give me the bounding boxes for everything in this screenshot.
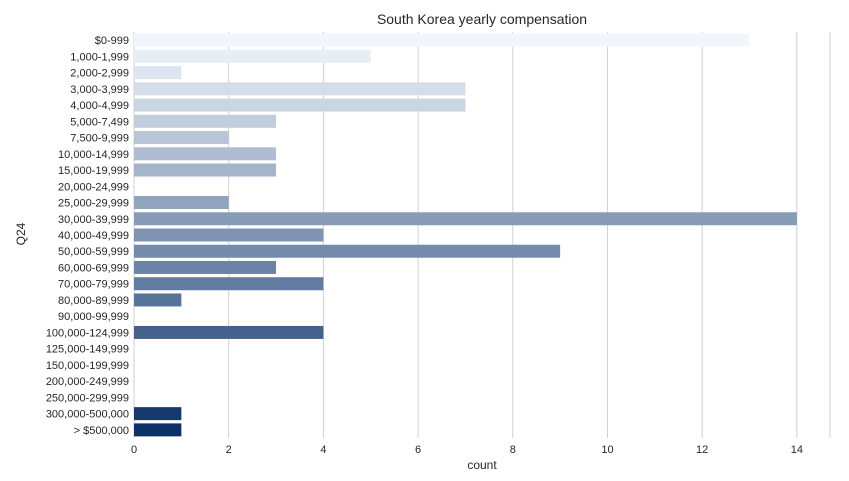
x-tick-label: 8 — [510, 444, 516, 456]
bar — [134, 147, 277, 161]
y-tick-label: 100,000-124,999 — [46, 327, 129, 339]
bar — [134, 407, 182, 421]
y-tick-label: 250,000-299,999 — [46, 392, 129, 404]
y-tick-label: > $500,000 — [74, 425, 129, 437]
x-tick-label: 4 — [320, 444, 326, 456]
y-tick-label: 90,000-99,999 — [58, 311, 129, 323]
bar — [134, 98, 466, 112]
y-axis-label: Q24 — [14, 222, 28, 245]
bar — [134, 228, 324, 242]
y-tick-label: 4,000-4,999 — [70, 100, 129, 112]
bar — [134, 163, 277, 177]
y-tick-label: 150,000-199,999 — [46, 360, 129, 372]
x-tick-label: 12 — [696, 444, 708, 456]
y-tick-label: 25,000-29,999 — [58, 198, 129, 210]
y-tick-label: 20,000-24,999 — [58, 181, 129, 193]
bar — [134, 196, 229, 210]
bar — [134, 131, 229, 145]
bars — [134, 33, 797, 437]
bar — [134, 212, 797, 226]
x-tick-label: 14 — [791, 444, 803, 456]
x-tick-label: 6 — [415, 444, 421, 456]
x-tick-label: 0 — [131, 444, 137, 456]
y-tick-label: 300,000-500,000 — [46, 409, 129, 421]
y-tick-label: 50,000-59,999 — [58, 246, 129, 258]
bar — [134, 244, 561, 258]
x-axis-label: count — [467, 458, 497, 472]
y-tick-label: 2,000-2,999 — [70, 68, 129, 80]
y-tick-label: 30,000-39,999 — [58, 214, 129, 226]
bar — [134, 423, 182, 437]
bar — [134, 66, 182, 80]
y-tick-label: 80,000-89,999 — [58, 295, 129, 307]
y-tick-label: 60,000-69,999 — [58, 262, 129, 274]
x-tick-label: 2 — [226, 444, 232, 456]
y-tick-label: 10,000-14,999 — [58, 149, 129, 161]
y-tick-label: 5,000-7,499 — [70, 116, 129, 128]
bar — [134, 33, 750, 47]
bar — [134, 82, 466, 96]
y-tick-labels: $0-999 1,000-1,999 2,000-2,999 3,000-3,999 4… — [46, 35, 129, 437]
bar — [134, 49, 371, 63]
y-tick-label: 40,000-49,999 — [58, 230, 129, 242]
bar — [134, 260, 277, 274]
y-tick-label: $0-999 — [95, 35, 129, 47]
x-tick-label: 10 — [601, 444, 613, 456]
y-tick-label: 200,000-249,999 — [46, 376, 129, 388]
bar — [134, 325, 324, 339]
y-tick-label: 3,000-3,999 — [70, 84, 129, 96]
bar — [134, 277, 324, 291]
y-tick-label: 70,000-79,999 — [58, 279, 129, 291]
y-tick-label: 1,000-1,999 — [70, 51, 129, 63]
y-tick-label: 15,000-19,999 — [58, 165, 129, 177]
bar — [134, 114, 277, 128]
y-tick-label: 125,000-149,999 — [46, 344, 129, 356]
x-tick-labels: 0 2 4 6 8 10 12 14 — [131, 444, 803, 456]
bar — [134, 293, 182, 307]
chart-title: South Korea yearly compensation — [377, 11, 587, 27]
y-tick-label: 7,500-9,999 — [70, 133, 129, 145]
